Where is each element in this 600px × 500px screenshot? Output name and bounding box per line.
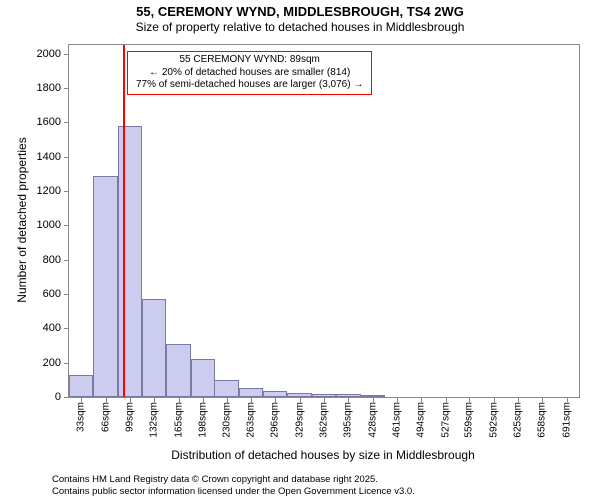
x-tick-label: 494sqm bbox=[416, 402, 427, 438]
y-tick bbox=[64, 294, 69, 295]
chart-subtitle: Size of property relative to detached ho… bbox=[0, 20, 600, 34]
y-tick-label: 1800 bbox=[37, 82, 61, 94]
credits-line: Contains public sector information licen… bbox=[52, 486, 415, 498]
y-tick-label: 1400 bbox=[37, 151, 61, 163]
y-tick bbox=[64, 397, 69, 398]
y-tick-label: 1000 bbox=[37, 219, 61, 231]
x-tick-label: 99sqm bbox=[124, 402, 135, 432]
x-tick-label: 165sqm bbox=[173, 402, 184, 438]
y-tick bbox=[64, 363, 69, 364]
histogram-bar bbox=[69, 375, 93, 397]
histogram-bar bbox=[191, 359, 215, 397]
x-tick-label: 691sqm bbox=[561, 402, 572, 438]
y-tick-label: 200 bbox=[43, 357, 61, 369]
y-tick bbox=[64, 328, 69, 329]
histogram-bar bbox=[142, 299, 166, 397]
histogram-bar bbox=[361, 395, 385, 397]
x-tick-label: 428sqm bbox=[367, 402, 378, 438]
x-tick-label: 461sqm bbox=[392, 402, 403, 438]
y-tick-label: 400 bbox=[43, 322, 61, 334]
annotation-line: 55 CEREMONY WYND: 89sqm bbox=[136, 54, 363, 67]
histogram-bar bbox=[239, 388, 263, 397]
histogram-bar bbox=[214, 380, 238, 397]
x-tick-label: 362sqm bbox=[319, 402, 330, 438]
y-tick bbox=[64, 122, 69, 123]
credits-line: Contains HM Land Registry data © Crown c… bbox=[52, 474, 415, 486]
y-tick-label: 2000 bbox=[37, 48, 61, 60]
histogram-bar bbox=[336, 394, 360, 397]
histogram-bar bbox=[312, 394, 336, 397]
y-tick bbox=[64, 225, 69, 226]
x-tick-label: 198sqm bbox=[197, 402, 208, 438]
histogram-bar bbox=[93, 176, 117, 398]
annotation-box: 55 CEREMONY WYND: 89sqm← 20% of detached… bbox=[127, 51, 372, 95]
x-axis-label: Distribution of detached houses by size … bbox=[171, 448, 475, 462]
y-tick-label: 800 bbox=[43, 254, 61, 266]
y-tick bbox=[64, 54, 69, 55]
chart-container: 55, CEREMONY WYND, MIDDLESBROUGH, TS4 2W… bbox=[0, 0, 600, 500]
y-tick bbox=[64, 260, 69, 261]
x-tick-label: 658sqm bbox=[537, 402, 548, 438]
histogram-bar bbox=[263, 391, 287, 397]
annotation-line: ← 20% of detached houses are smaller (81… bbox=[136, 67, 363, 80]
y-tick-label: 0 bbox=[55, 391, 61, 403]
histogram-bar bbox=[118, 126, 142, 397]
y-tick bbox=[64, 88, 69, 89]
property-marker-line bbox=[123, 45, 125, 397]
x-tick-label: 296sqm bbox=[270, 402, 281, 438]
x-tick-label: 66sqm bbox=[100, 402, 111, 432]
x-tick-label: 230sqm bbox=[221, 402, 232, 438]
histogram-bar bbox=[287, 393, 311, 397]
y-tick-label: 600 bbox=[43, 288, 61, 300]
x-tick-label: 33sqm bbox=[76, 402, 87, 432]
credits-text: Contains HM Land Registry data © Crown c… bbox=[52, 474, 415, 498]
y-tick-label: 1200 bbox=[37, 185, 61, 197]
x-tick-label: 625sqm bbox=[513, 402, 524, 438]
y-axis-label: Number of detached properties bbox=[15, 137, 29, 302]
annotation-line: 77% of semi-detached houses are larger (… bbox=[136, 79, 363, 92]
plot-area-wrapper: 020040060080010001200140016001800200033s… bbox=[68, 44, 578, 396]
histogram-bar bbox=[166, 344, 190, 397]
x-tick-label: 592sqm bbox=[488, 402, 499, 438]
x-tick-label: 263sqm bbox=[245, 402, 256, 438]
plot-area: 020040060080010001200140016001800200033s… bbox=[68, 44, 580, 398]
y-tick bbox=[64, 157, 69, 158]
y-tick bbox=[64, 191, 69, 192]
x-tick-label: 395sqm bbox=[343, 402, 354, 438]
x-tick-label: 559sqm bbox=[464, 402, 475, 438]
x-tick-label: 527sqm bbox=[440, 402, 451, 438]
y-tick-label: 1600 bbox=[37, 116, 61, 128]
x-tick-label: 132sqm bbox=[149, 402, 160, 438]
x-tick-label: 329sqm bbox=[294, 402, 305, 438]
chart-title: 55, CEREMONY WYND, MIDDLESBROUGH, TS4 2W… bbox=[0, 4, 600, 20]
